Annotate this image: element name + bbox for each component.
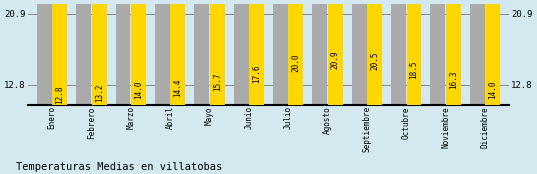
Text: 20.9: 20.9 xyxy=(331,50,340,69)
Bar xyxy=(352,0,367,105)
Text: 14.0: 14.0 xyxy=(488,80,497,99)
Text: 13.2: 13.2 xyxy=(95,84,104,102)
Bar xyxy=(131,0,146,105)
Text: 12.8: 12.8 xyxy=(55,85,64,104)
Text: 16.3: 16.3 xyxy=(449,70,458,89)
Bar xyxy=(52,0,67,105)
Text: 14.4: 14.4 xyxy=(173,78,183,97)
Bar xyxy=(430,0,445,105)
Bar xyxy=(37,0,52,105)
Bar xyxy=(92,0,107,105)
Bar xyxy=(288,0,303,105)
Text: 20.5: 20.5 xyxy=(370,52,379,70)
Bar xyxy=(470,0,485,105)
Bar xyxy=(194,0,209,105)
Bar xyxy=(249,0,264,105)
Bar xyxy=(328,0,343,105)
Bar xyxy=(367,0,382,105)
Text: 18.5: 18.5 xyxy=(410,61,418,79)
Bar xyxy=(210,0,224,105)
Bar xyxy=(446,0,461,105)
Bar xyxy=(234,0,249,105)
Text: 17.6: 17.6 xyxy=(252,65,261,83)
Bar xyxy=(155,0,170,105)
Bar xyxy=(407,0,422,105)
Bar xyxy=(115,0,130,105)
Bar xyxy=(170,0,185,105)
Bar xyxy=(391,0,406,105)
Bar xyxy=(485,0,500,105)
Bar xyxy=(273,0,288,105)
Bar xyxy=(313,0,327,105)
Text: 14.0: 14.0 xyxy=(134,80,143,99)
Text: 15.7: 15.7 xyxy=(213,73,222,91)
Bar xyxy=(76,0,91,105)
Text: 20.0: 20.0 xyxy=(292,54,301,73)
Text: Temperaturas Medias en villatobas: Temperaturas Medias en villatobas xyxy=(16,162,222,172)
